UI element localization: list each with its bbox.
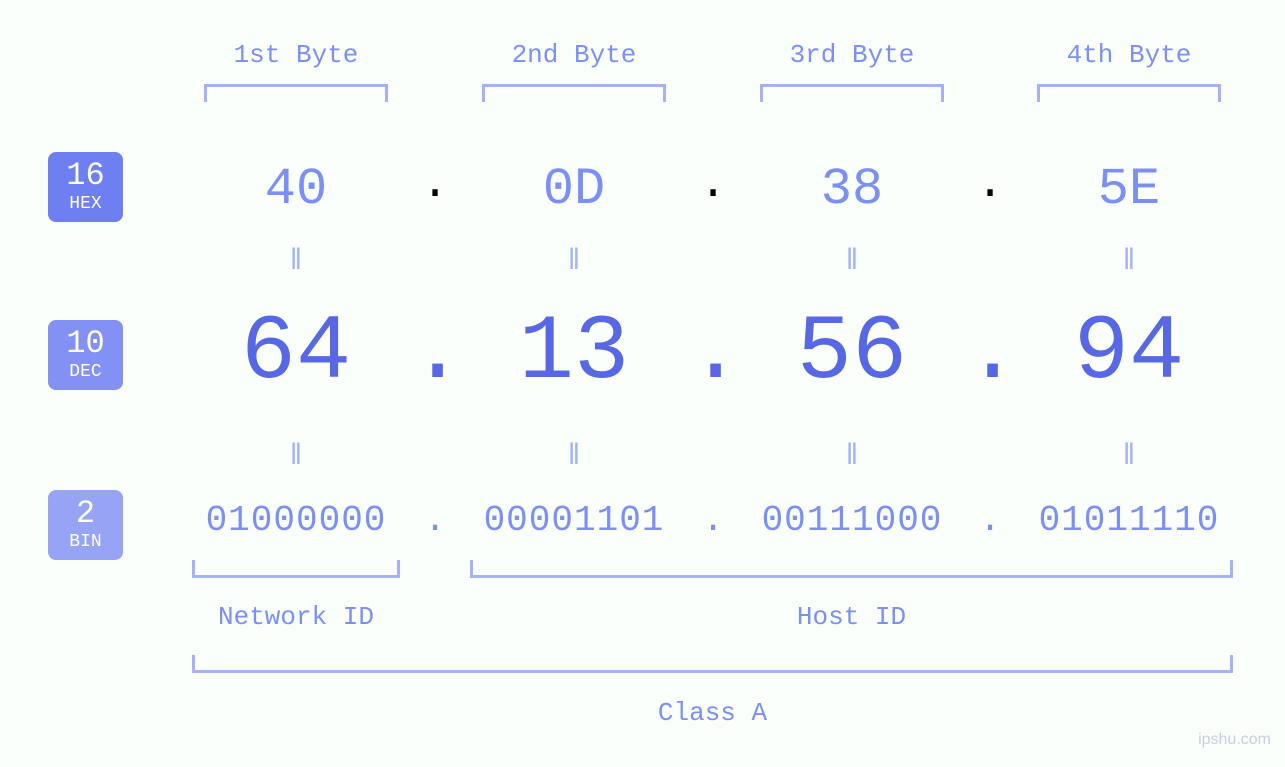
bin-sep-2: . (698, 500, 728, 541)
radix-hex-lbl: HEX (48, 194, 123, 216)
radix-dec-num: 10 (48, 328, 123, 360)
hex-byte-3: 38 (792, 160, 912, 219)
dec-byte-1: 64 (206, 300, 386, 405)
radix-badge-dec: 10 DEC (48, 320, 123, 390)
bin-sep-3: . (975, 500, 1005, 541)
hex-byte-1: 40 (236, 160, 356, 219)
dec-sep-1: . (410, 300, 460, 405)
host-bracket (470, 560, 1233, 578)
byte-header-2: 2nd Byte (509, 40, 639, 70)
host-id-label: Host ID (470, 602, 1233, 632)
byte-header-3: 3rd Byte (787, 40, 917, 70)
class-bracket (192, 655, 1233, 673)
bin-byte-3: 00111000 (742, 500, 962, 541)
network-bracket (192, 560, 400, 578)
hex-byte-4: 5E (1069, 160, 1189, 219)
bin-sep-1: . (420, 500, 450, 541)
dec-byte-3: 56 (762, 300, 942, 405)
top-bracket-4 (1037, 84, 1221, 102)
radix-bin-num: 2 (48, 498, 123, 530)
network-id-label: Network ID (192, 602, 400, 632)
eq-2-4: ǁ (1114, 440, 1144, 474)
radix-bin-lbl: BIN (48, 532, 123, 554)
eq-1-4: ǁ (1114, 245, 1144, 279)
hex-sep-3: . (975, 158, 1005, 210)
eq-1-3: ǁ (837, 245, 867, 279)
eq-2-3: ǁ (837, 440, 867, 474)
eq-2-2: ǁ (559, 440, 589, 474)
bin-byte-1: 01000000 (186, 500, 406, 541)
radix-dec-lbl: DEC (48, 362, 123, 384)
dec-sep-3: . (965, 300, 1015, 405)
byte-header-4: 4th Byte (1064, 40, 1194, 70)
bin-byte-4: 01011110 (1019, 500, 1239, 541)
bin-byte-2: 00001101 (464, 500, 684, 541)
class-label: Class A (192, 698, 1233, 728)
dec-byte-2: 13 (484, 300, 664, 405)
byte-header-1: 1st Byte (231, 40, 361, 70)
radix-hex-num: 16 (48, 160, 123, 192)
eq-2-1: ǁ (281, 440, 311, 474)
top-bracket-3 (760, 84, 944, 102)
dec-byte-4: 94 (1039, 300, 1219, 405)
dec-sep-2: . (688, 300, 738, 405)
top-bracket-2 (482, 84, 666, 102)
hex-sep-2: . (698, 158, 728, 210)
hex-sep-1: . (420, 158, 450, 210)
radix-badge-bin: 2 BIN (48, 490, 123, 560)
eq-1-1: ǁ (281, 245, 311, 279)
hex-byte-2: 0D (514, 160, 634, 219)
radix-badge-hex: 16 HEX (48, 152, 123, 222)
watermark: ipshu.com (1198, 731, 1271, 749)
eq-1-2: ǁ (559, 245, 589, 279)
top-bracket-1 (204, 84, 388, 102)
